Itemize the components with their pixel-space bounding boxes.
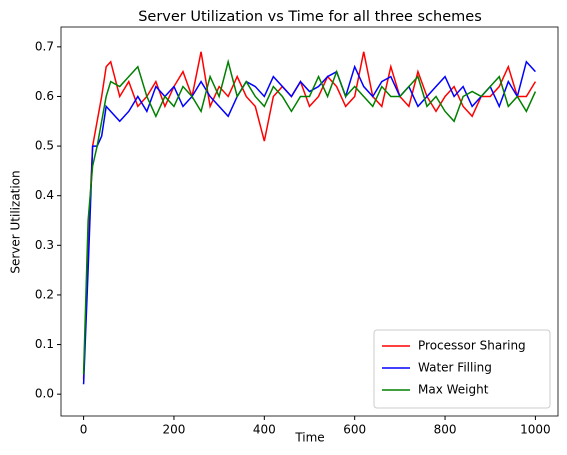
x-tick-label: 400 xyxy=(253,423,276,437)
legend-frame xyxy=(373,329,551,409)
x-tick-label: 800 xyxy=(434,423,457,437)
y-tick-label: 0.3 xyxy=(35,238,54,252)
y-tick-label: 0.0 xyxy=(35,387,54,401)
y-tick-label: 0.1 xyxy=(35,337,54,351)
y-tick-label: 0.5 xyxy=(35,139,54,153)
plot-frame xyxy=(60,26,559,417)
data-line xyxy=(82,60,536,385)
legend-label: Water Filling xyxy=(418,361,492,375)
legend-label: Max Weight xyxy=(418,383,489,397)
y-tick-label: 0.4 xyxy=(35,188,54,202)
chart-title: Server Utilization vs Time for all three… xyxy=(138,9,482,25)
y-tick-label: 0.7 xyxy=(35,39,54,53)
data-line xyxy=(82,58,537,375)
y-tick-label: 0.6 xyxy=(35,89,54,103)
y-axis-label: Server Utilization xyxy=(9,170,23,273)
legend: Processor Sharing Water Filling Max Weight xyxy=(373,329,551,409)
x-tick-label: 1000 xyxy=(520,423,551,437)
x-tick-label: 0 xyxy=(80,423,88,437)
x-tick-label: 600 xyxy=(343,423,366,437)
x-axis-label: Time xyxy=(294,431,324,445)
legend-label: Processor Sharing xyxy=(418,339,526,353)
y-tick-label: 0.2 xyxy=(35,287,54,301)
x-tick-label: 200 xyxy=(163,423,186,437)
